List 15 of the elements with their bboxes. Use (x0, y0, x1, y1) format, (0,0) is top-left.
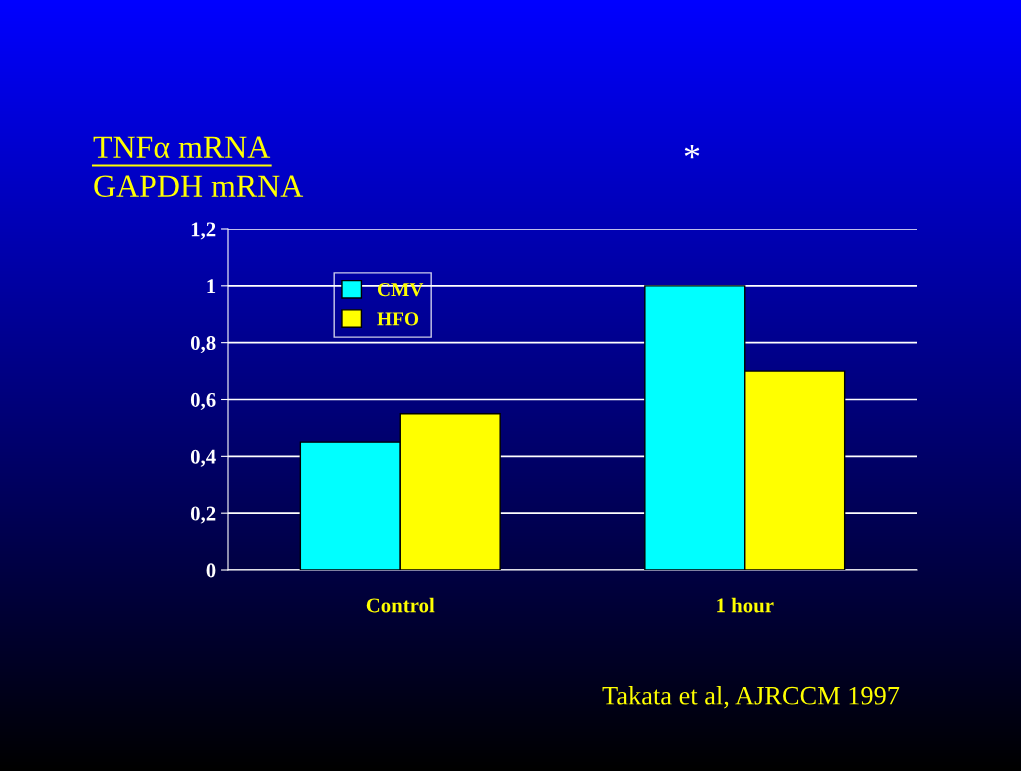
chart-title: TNFα mRNA (93, 136, 271, 158)
text: * (684, 145, 700, 159)
y-tick-label: 0,8 (190, 336, 216, 354)
legend-label: CMV (377, 283, 424, 297)
y-tick-label: 0 (206, 563, 216, 578)
y-tick-label: 0,2 (190, 506, 216, 524)
x-tick-label: 1 hour (717, 597, 774, 613)
legend-label: HFO (377, 312, 419, 326)
y-tick-label: 0,4 (190, 449, 216, 467)
x-tick-label: Control (366, 597, 435, 613)
y-tick-label: 1 (207, 279, 216, 294)
chart-subtitle: GAPDH mRNA (94, 175, 304, 197)
y-tick-label: 1,2 (191, 222, 216, 240)
y-tick-label: 0,6 (190, 392, 216, 410)
text: Takata et al, AJRCCM 1997 (602, 686, 900, 709)
